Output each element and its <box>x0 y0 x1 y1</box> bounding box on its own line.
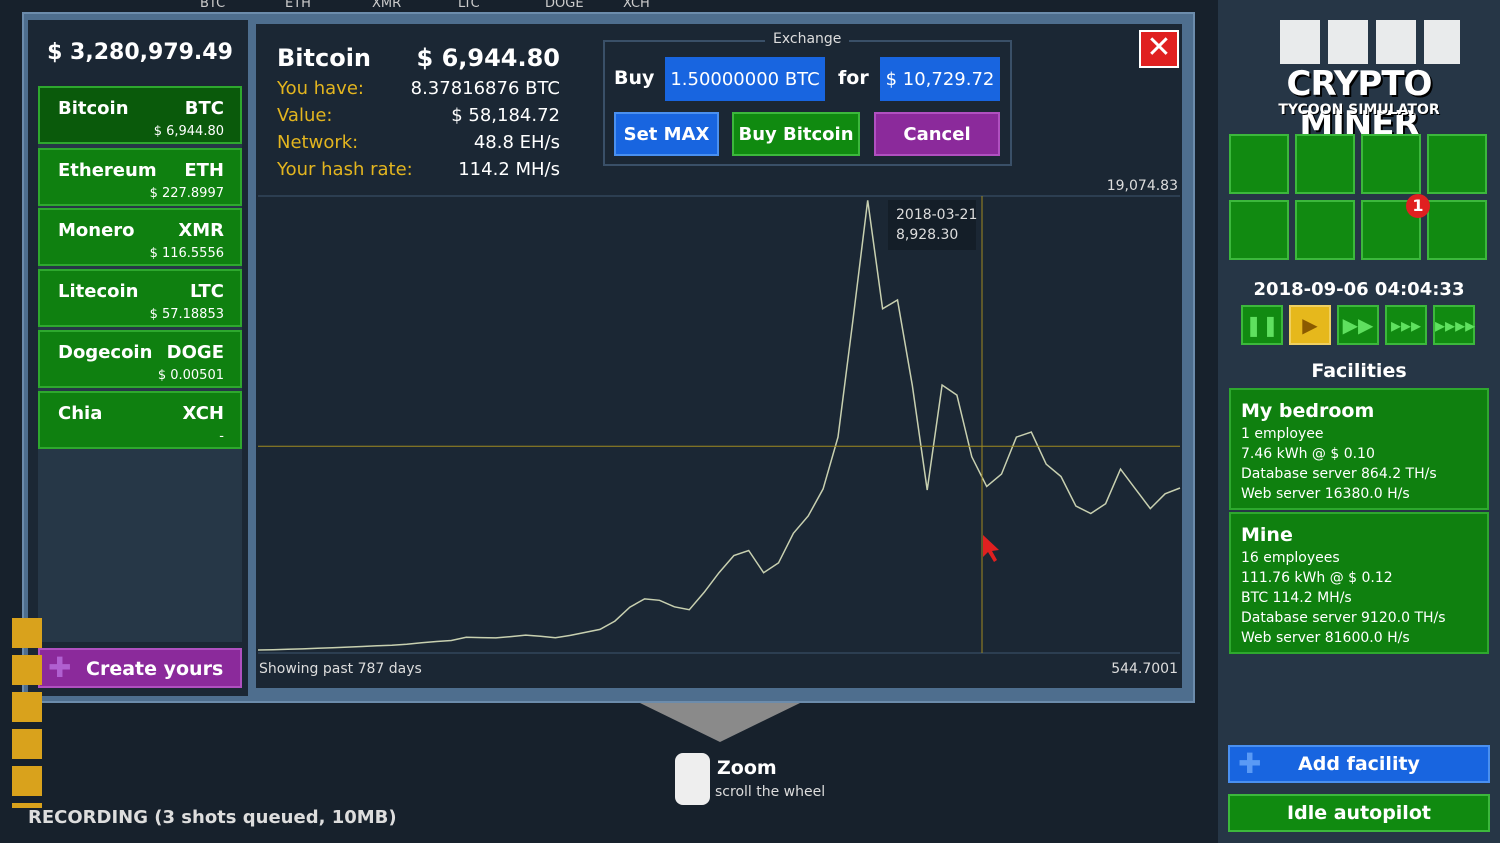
exchange-title: Exchange <box>765 31 850 47</box>
speed-button[interactable]: ▶ <box>1289 305 1331 345</box>
menu-icon[interactable] <box>1229 134 1289 194</box>
coin-name: Bitcoin <box>58 98 129 119</box>
speed-button[interactable]: ▸▸▸ <box>1385 305 1427 345</box>
menu-icon[interactable] <box>1427 200 1487 260</box>
info-value: 48.8 EH/s <box>473 132 560 153</box>
coin-name: Monero <box>58 220 135 241</box>
logo-icons <box>1280 20 1460 64</box>
hint-title: Zoom <box>717 757 777 779</box>
info-label: Your hash rate: <box>277 159 413 180</box>
ticker: XCH <box>623 0 650 11</box>
buy-button[interactable]: Buy Bitcoin <box>732 112 860 156</box>
ticker: BTC <box>200 0 226 11</box>
ticker: ETH <box>285 0 311 11</box>
coin-price: $ 0.00501 <box>157 368 224 383</box>
menu-icon[interactable] <box>1361 134 1421 194</box>
close-button[interactable]: ✕ <box>1139 30 1179 68</box>
coin-price: - <box>219 429 224 444</box>
mouse-icon <box>675 753 710 805</box>
speed-button[interactable]: ▶▶ <box>1337 305 1379 345</box>
menu-icon[interactable] <box>1295 200 1355 260</box>
left-toolbar[interactable] <box>12 618 42 808</box>
info-label: You have: <box>277 78 364 99</box>
coin-name: Dogecoin <box>58 342 153 363</box>
coin-price: $ 57.18853 <box>149 307 224 322</box>
coin-price: $ 116.5556 <box>149 246 224 261</box>
facility-card[interactable]: Mine 16 employees 111.76 kWh @ $ 0.12 BTC 1… <box>1229 512 1489 654</box>
coin-button[interactable]: Bitcoin BTC $ 6,944.80 <box>38 86 242 144</box>
coin-symbol: LTC <box>190 281 224 302</box>
plus-icon: ✚ <box>1238 747 1262 780</box>
ticker: LTC <box>458 0 480 11</box>
ticker: XMR <box>372 0 402 11</box>
info-label: Network: <box>277 132 359 153</box>
info-value: 8.37816876 BTC <box>410 78 560 99</box>
add-facility-button[interactable]: ✚ Add facility <box>1228 745 1490 783</box>
facility-detail: Database server 864.2 TH/s <box>1241 466 1437 482</box>
set-max-button[interactable]: Set MAX <box>614 112 719 156</box>
idle-autopilot-button[interactable]: Idle autopilot <box>1228 794 1490 832</box>
game-clock: 2018-09-06 04:04:33 <box>1253 279 1465 300</box>
info-value: $ 58,184.72 <box>451 105 560 126</box>
info-label: Value: <box>277 105 333 126</box>
create-button[interactable]: ✚ Create yours <box>38 648 242 688</box>
speed-button[interactable]: ❚❚ <box>1241 305 1283 345</box>
speed-button[interactable]: ▸▸▸▸ <box>1433 305 1475 345</box>
coin-button[interactable]: Chia XCH - <box>38 391 242 449</box>
coin-symbol: DOGE <box>166 342 224 363</box>
ticker: DOGE <box>545 0 584 11</box>
coin-button[interactable]: Litecoin LTC $ 57.18853 <box>38 269 242 327</box>
add-facility-label: Add facility <box>1298 753 1420 775</box>
coin-button[interactable]: Dogecoin DOGE $ 0.00501 <box>38 330 242 388</box>
coin-price: $ 6,944.80 <box>153 124 224 139</box>
facility-detail: 7.46 kWh @ $ 0.10 <box>1241 446 1375 462</box>
coin-symbol: BTC <box>184 98 224 119</box>
menu-icon[interactable] <box>1229 200 1289 260</box>
hint-text: scroll the wheel <box>715 784 826 800</box>
facility-detail: 16 employees <box>1241 550 1340 566</box>
facility-detail: 1 employee <box>1241 426 1324 442</box>
cost-input[interactable]: $ 10,729.72 <box>880 57 1000 101</box>
facility-detail: BTC 114.2 MH/s <box>1241 590 1352 606</box>
coin-symbol: XMR <box>178 220 224 241</box>
coin-name: Chia <box>58 403 103 424</box>
coin-button[interactable]: Monero XMR $ 116.5556 <box>38 208 242 266</box>
for-label: for <box>838 67 869 89</box>
status: RECORDING (3 shots queued, 10MB) <box>28 807 397 828</box>
logo-subtitle: TYCOON SIMULATOR <box>1278 102 1440 118</box>
balance: $ 3,280,979.49 <box>47 40 233 65</box>
menu-icon[interactable] <box>1427 134 1487 194</box>
amount-input[interactable]: 1.50000000 BTC <box>665 57 825 101</box>
facility-detail: Database server 9120.0 TH/s <box>1241 610 1446 626</box>
plus-icon: ✚ <box>48 651 72 684</box>
facility-detail: Web server 16380.0 H/s <box>1241 486 1410 502</box>
create-label: Create yours <box>86 658 224 680</box>
coin-name: Ethereum <box>58 160 157 181</box>
coin-price: $ 227.8997 <box>149 186 224 201</box>
notification-badge: 1 <box>1406 194 1430 218</box>
floor-tile <box>640 703 800 742</box>
facility-card[interactable]: My bedroom 1 employee 7.46 kWh @ $ 0.10 Dat… <box>1229 388 1489 510</box>
coin-button[interactable]: Ethereum ETH $ 227.8997 <box>38 148 242 206</box>
facilities-title: Facilities <box>1311 360 1407 382</box>
facility-detail: 111.76 kWh @ $ 0.12 <box>1241 570 1393 586</box>
info-value: 114.2 MH/s <box>458 159 560 180</box>
coin-name: Litecoin <box>58 281 139 302</box>
coin-symbol: XCH <box>182 403 224 424</box>
menu-icon[interactable] <box>1295 134 1355 194</box>
coin-name: Bitcoin <box>277 44 372 72</box>
cancel-button[interactable]: Cancel <box>874 112 1000 156</box>
facility-name: My bedroom <box>1241 400 1375 422</box>
coin-price: $ 6,944.80 <box>416 44 560 72</box>
coin-symbol: ETH <box>184 160 224 181</box>
facility-detail: Web server 81600.0 H/s <box>1241 630 1410 646</box>
facility-name: Mine <box>1241 524 1293 546</box>
buy-label: Buy <box>614 67 655 89</box>
